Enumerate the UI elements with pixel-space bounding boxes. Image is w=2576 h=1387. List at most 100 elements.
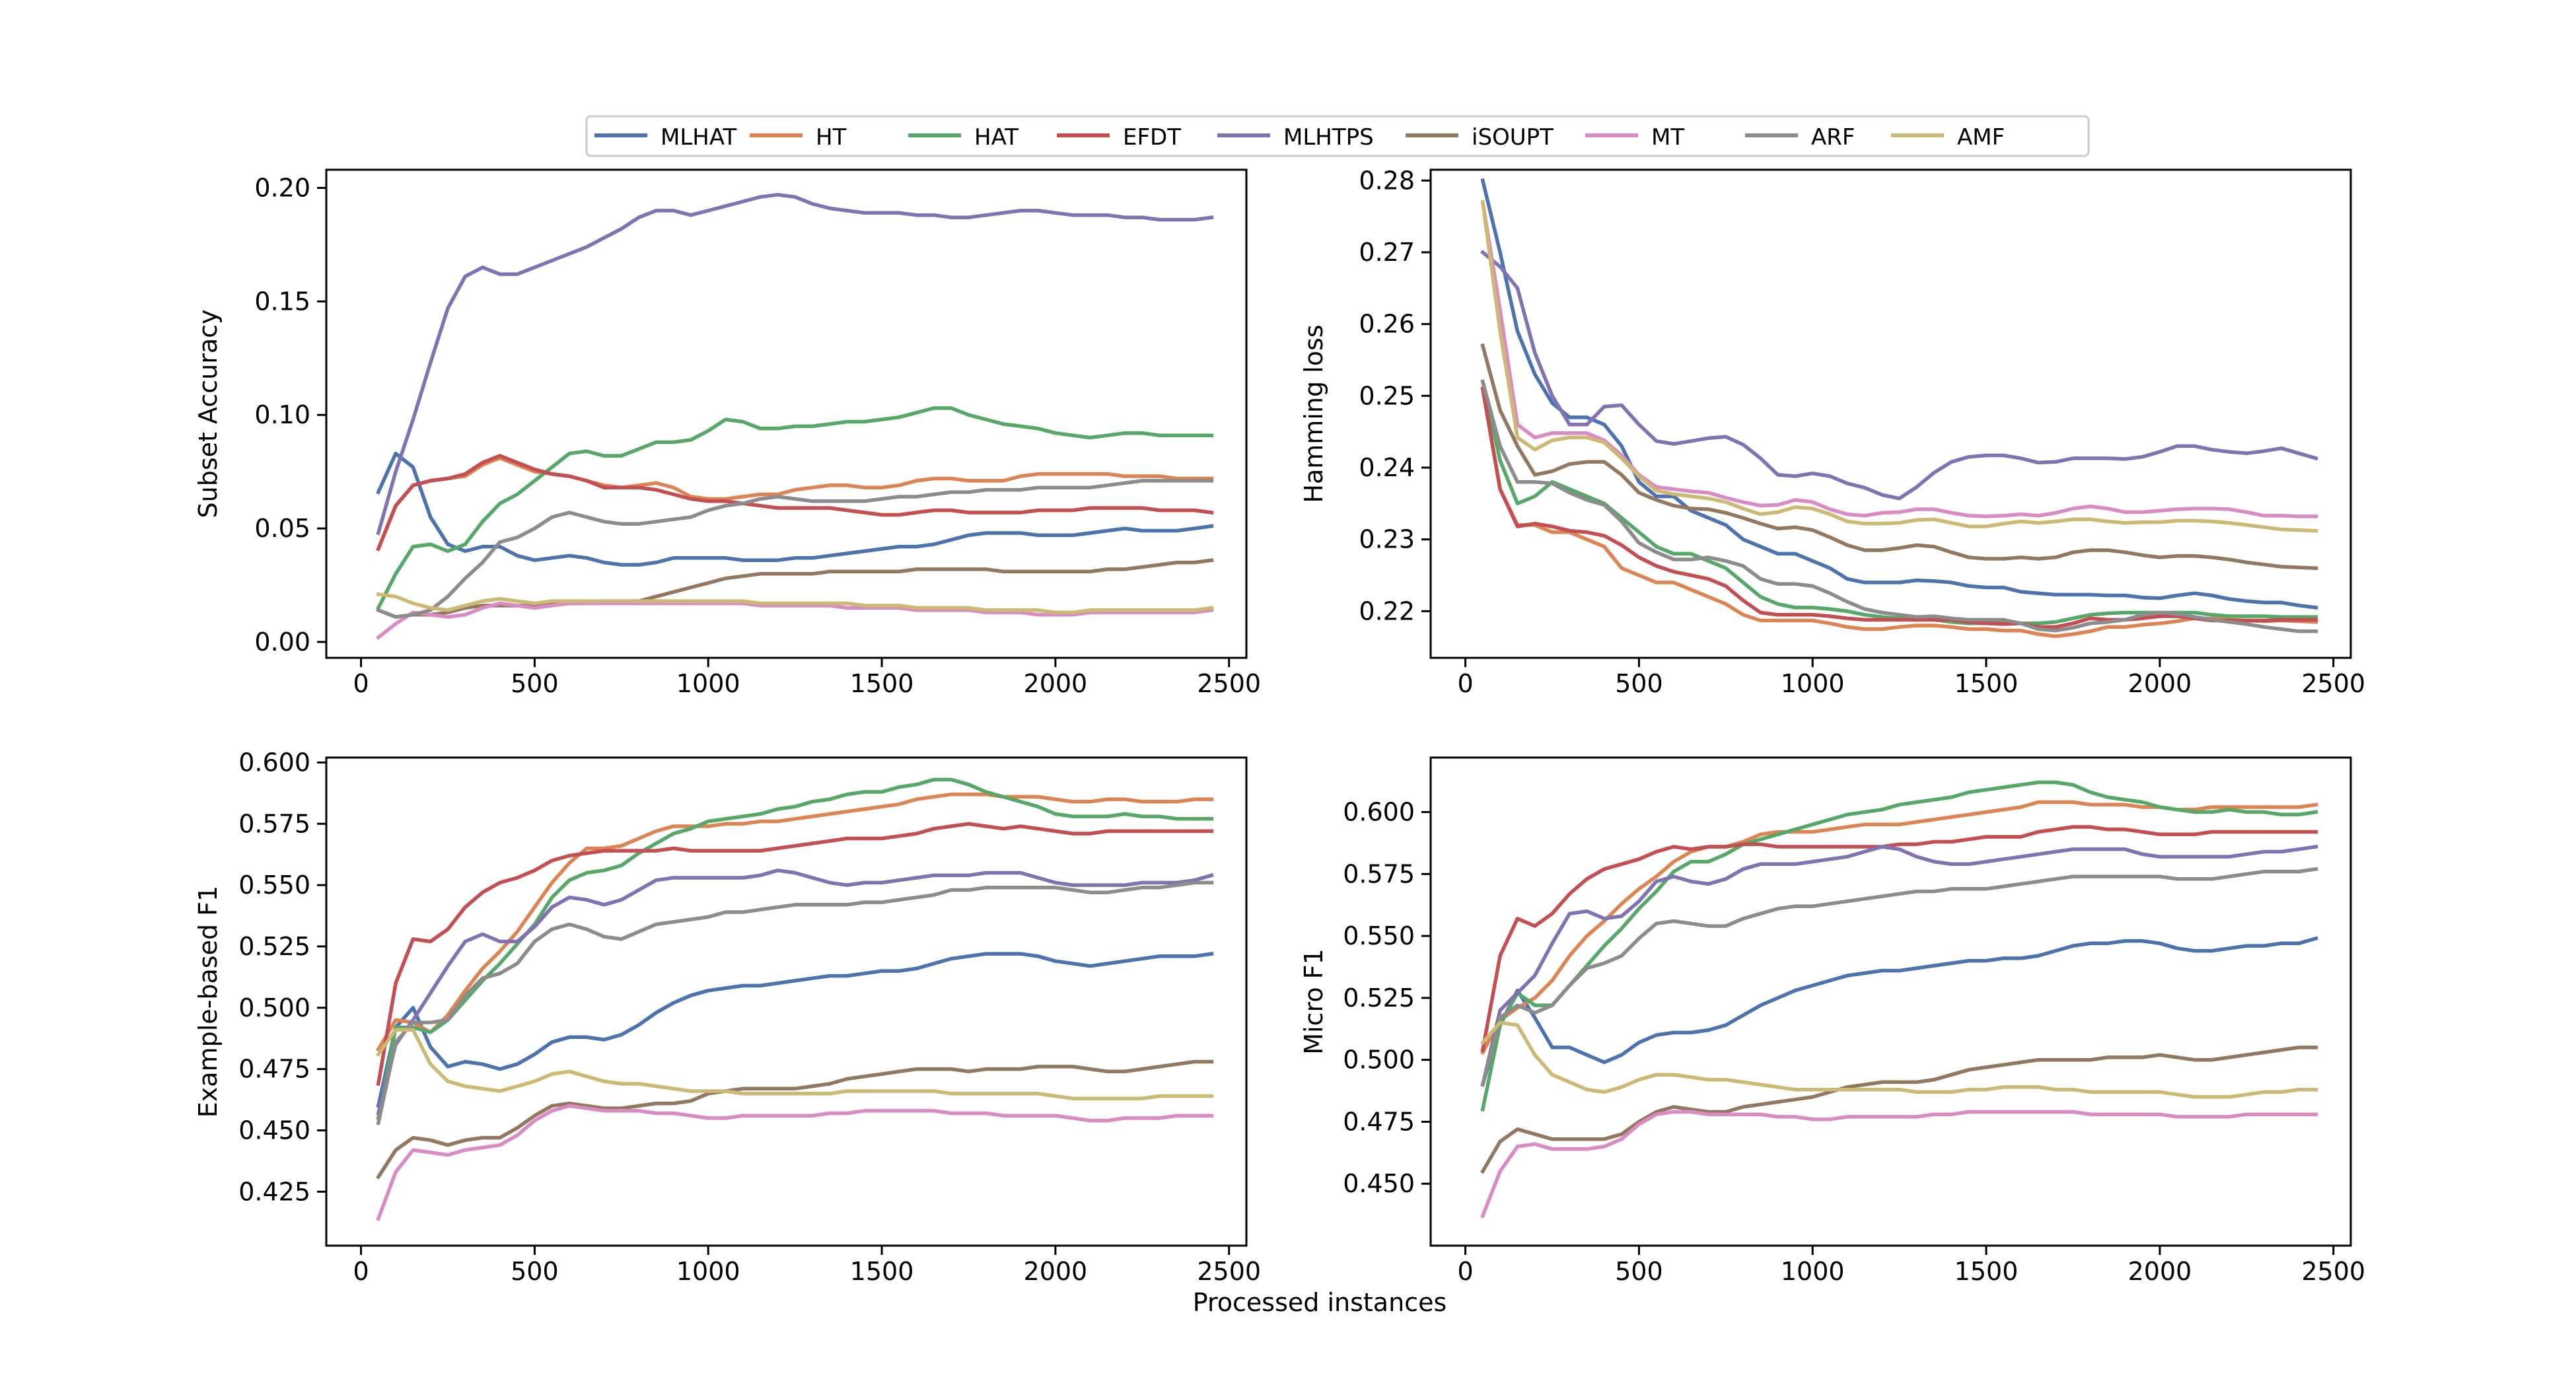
series-line-ht bbox=[1480, 386, 2318, 639]
series-line-isoupt bbox=[1480, 1046, 2318, 1174]
axes-frame bbox=[325, 168, 1248, 659]
series-line-efdt bbox=[1480, 386, 2318, 629]
axes-frame bbox=[1429, 756, 2352, 1247]
series-line-isoupt bbox=[1480, 343, 2318, 571]
y-axis-label: Hamming loss bbox=[1299, 324, 1328, 503]
y-tick-label: 0.15 bbox=[254, 287, 310, 316]
series-line-arf bbox=[376, 479, 1214, 619]
series-line-mlhtps bbox=[1480, 250, 2318, 501]
series-line-arf bbox=[1480, 867, 2318, 1087]
x-tick-label: 2000 bbox=[2128, 669, 2192, 698]
y-tick-label: 0.22 bbox=[1359, 596, 1415, 625]
series-line-mlhat bbox=[1480, 936, 2318, 1087]
x-tick-label: 2500 bbox=[2301, 1257, 2365, 1286]
axes-frame bbox=[1429, 168, 2352, 659]
x-tick-label: 1500 bbox=[1954, 669, 2019, 698]
x-tick-label: 0 bbox=[353, 1257, 369, 1286]
series-line-mlhtps bbox=[376, 869, 1214, 1116]
y-tick-label: 0.575 bbox=[1343, 859, 1415, 888]
y-tick-label: 0.525 bbox=[238, 932, 310, 961]
series-line-isoupt bbox=[375, 1059, 1214, 1180]
legend-label-arf: ARF bbox=[1811, 124, 1855, 151]
legend-label-mlhat: MLHAT bbox=[661, 124, 736, 151]
y-tick-label: 0.23 bbox=[1359, 525, 1415, 554]
y-tick-label: 0.475 bbox=[1343, 1107, 1415, 1136]
x-tick-label: 1500 bbox=[1954, 1257, 2019, 1286]
series-line-ht bbox=[376, 792, 1214, 1052]
legend-label-hat: HAT bbox=[974, 124, 1019, 151]
x-tick-label: 1000 bbox=[1781, 669, 1845, 698]
y-axis-label: Micro F1 bbox=[1299, 948, 1328, 1054]
legend-label-amf: AMF bbox=[1957, 124, 2005, 151]
x-axis-label: Processed instances bbox=[1193, 1288, 1447, 1317]
x-tick-label: 2000 bbox=[1024, 1257, 1088, 1286]
series-line-mt bbox=[1480, 199, 2318, 518]
series-line-hat bbox=[376, 406, 1214, 611]
x-tick-label: 500 bbox=[1615, 669, 1663, 698]
subplot-micro-f1: 0 500 1000 1500 2000 2500 0.450 0.475 0.500 0.525… bbox=[1299, 756, 2365, 1286]
x-tick-label: 2000 bbox=[2128, 1257, 2192, 1286]
y-tick-label: 0.24 bbox=[1359, 453, 1415, 482]
y-tick-label: 0.600 bbox=[1343, 798, 1415, 827]
series-line-ht bbox=[376, 456, 1214, 551]
x-tick-label: 0 bbox=[1457, 669, 1473, 698]
series-line-mlhat bbox=[1480, 178, 2318, 610]
x-tick-label: 1000 bbox=[676, 669, 740, 698]
y-tick-label: 0.28 bbox=[1359, 166, 1415, 195]
y-tick-label: 0.550 bbox=[1343, 921, 1415, 950]
y-tick-label: 0.20 bbox=[254, 173, 310, 202]
y-tick-label: 0.450 bbox=[238, 1116, 310, 1145]
y-tick-label: 0.575 bbox=[238, 809, 310, 838]
y-tick-label: 0.450 bbox=[1343, 1169, 1415, 1198]
subplot-subset-accuracy: 0 500 1000 1500 2000 2500 0.00 0.05 0.10 0.15 0.20… bbox=[194, 168, 1261, 698]
series-line-amf bbox=[375, 1028, 1214, 1100]
series-line-mt bbox=[376, 1104, 1214, 1221]
series-group bbox=[1480, 780, 2318, 1219]
series-line-amf bbox=[1480, 199, 2318, 533]
series-group bbox=[1480, 178, 2318, 639]
x-tick-label: 0 bbox=[1457, 1257, 1473, 1286]
y-tick-label: 0.00 bbox=[254, 627, 310, 657]
x-tick-label: 1500 bbox=[850, 669, 914, 698]
x-tick-label: 500 bbox=[511, 1257, 559, 1286]
series-line-arf bbox=[1480, 379, 2318, 633]
y-tick-label: 0.500 bbox=[238, 993, 310, 1022]
series-line-mlhtps bbox=[376, 193, 1214, 536]
legend-label-ht: HT bbox=[816, 124, 847, 151]
series-line-mt bbox=[375, 601, 1214, 640]
series-line-mt bbox=[1480, 1110, 2318, 1219]
y-tick-label: 0.475 bbox=[238, 1055, 310, 1084]
legend-label-mt: MT bbox=[1651, 124, 1684, 151]
legend-label-mlhtps: MLHTPS bbox=[1283, 124, 1374, 151]
subplot-hamming-loss: 0 500 1000 1500 2000 2500 0.22 0.23 0.24 0.25 0.26… bbox=[1299, 166, 2365, 698]
series-group bbox=[375, 193, 1214, 640]
subplot-example-based-f1: 0 500 1000 1500 2000 2500 0.425 0.450 0.475 0.500… bbox=[194, 748, 1261, 1286]
x-tick-label: 2500 bbox=[1197, 1257, 1261, 1286]
y-axis-label: Example-based F1 bbox=[194, 886, 223, 1118]
series-line-mlhat bbox=[376, 951, 1214, 1108]
legend-label-isoupt: iSOUPT bbox=[1472, 124, 1554, 151]
subplots: 0 500 1000 1500 2000 2500 0.00 0.05 0.10 0.15 0.20… bbox=[194, 166, 2365, 1286]
y-tick-label: 0.550 bbox=[238, 871, 310, 900]
series-line-arf bbox=[376, 880, 1214, 1125]
series-line-mlhtps bbox=[1480, 844, 2318, 1087]
series-line-hat bbox=[376, 777, 1214, 1121]
y-tick-label: 0.425 bbox=[238, 1177, 310, 1206]
x-tick-label: 2500 bbox=[1197, 669, 1261, 698]
y-tick-label: 0.600 bbox=[238, 748, 310, 777]
y-tick-label: 0.26 bbox=[1359, 310, 1415, 339]
y-tick-label: 0.500 bbox=[1343, 1046, 1415, 1075]
legend-label-efdt: EFDT bbox=[1123, 124, 1181, 151]
series-line-efdt bbox=[376, 454, 1214, 551]
y-tick-label: 0.25 bbox=[1359, 381, 1415, 410]
y-tick-label: 0.27 bbox=[1359, 238, 1415, 267]
series-line-amf bbox=[376, 592, 1214, 615]
x-tick-label: 1000 bbox=[676, 1257, 740, 1286]
series-line-efdt bbox=[376, 822, 1214, 1086]
legend-frame bbox=[585, 115, 2090, 157]
x-tick-label: 500 bbox=[511, 669, 559, 698]
x-tick-label: 1000 bbox=[1781, 1257, 1845, 1286]
x-tick-label: 0 bbox=[353, 669, 369, 698]
